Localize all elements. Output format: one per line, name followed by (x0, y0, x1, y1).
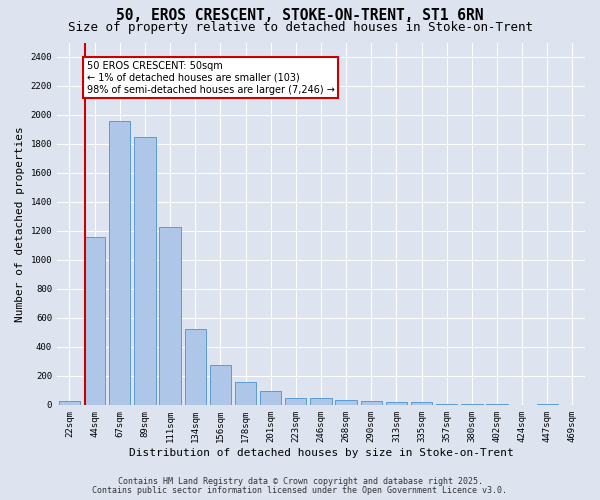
Bar (335, 400, 357, 405)
Bar (59, 401, 80, 405)
Bar (411, 402, 432, 405)
Bar (486, 404, 508, 405)
Bar (386, 402, 407, 405)
Text: Contains public sector information licensed under the Open Government Licence v3: Contains public sector information licen… (92, 486, 508, 495)
Bar (361, 401, 382, 405)
Bar (461, 404, 482, 405)
Bar (260, 391, 281, 405)
Bar (285, 398, 307, 405)
Text: 50 EROS CRESCENT: 50sqm
← 1% of detached houses are smaller (103)
98% of semi-de: 50 EROS CRESCENT: 50sqm ← 1% of detached… (86, 62, 334, 94)
Bar (209, 365, 231, 405)
Bar (185, 330, 206, 405)
Bar (536, 404, 558, 405)
Text: Size of property relative to detached houses in Stoke-on-Trent: Size of property relative to detached ho… (67, 21, 533, 34)
Text: 50, EROS CRESCENT, STOKE-ON-TRENT, ST1 6RN: 50, EROS CRESCENT, STOKE-ON-TRENT, ST1 6… (116, 8, 484, 22)
Bar (160, 226, 181, 405)
Bar (109, 121, 130, 405)
Y-axis label: Number of detached properties: Number of detached properties (15, 126, 25, 322)
Bar (235, 382, 256, 405)
X-axis label: Distribution of detached houses by size in Stoke-on-Trent: Distribution of detached houses by size … (128, 448, 514, 458)
Bar (84, 236, 106, 405)
Bar (436, 404, 457, 405)
Bar (310, 398, 332, 405)
Bar (134, 136, 155, 405)
Text: Contains HM Land Registry data © Crown copyright and database right 2025.: Contains HM Land Registry data © Crown c… (118, 477, 482, 486)
